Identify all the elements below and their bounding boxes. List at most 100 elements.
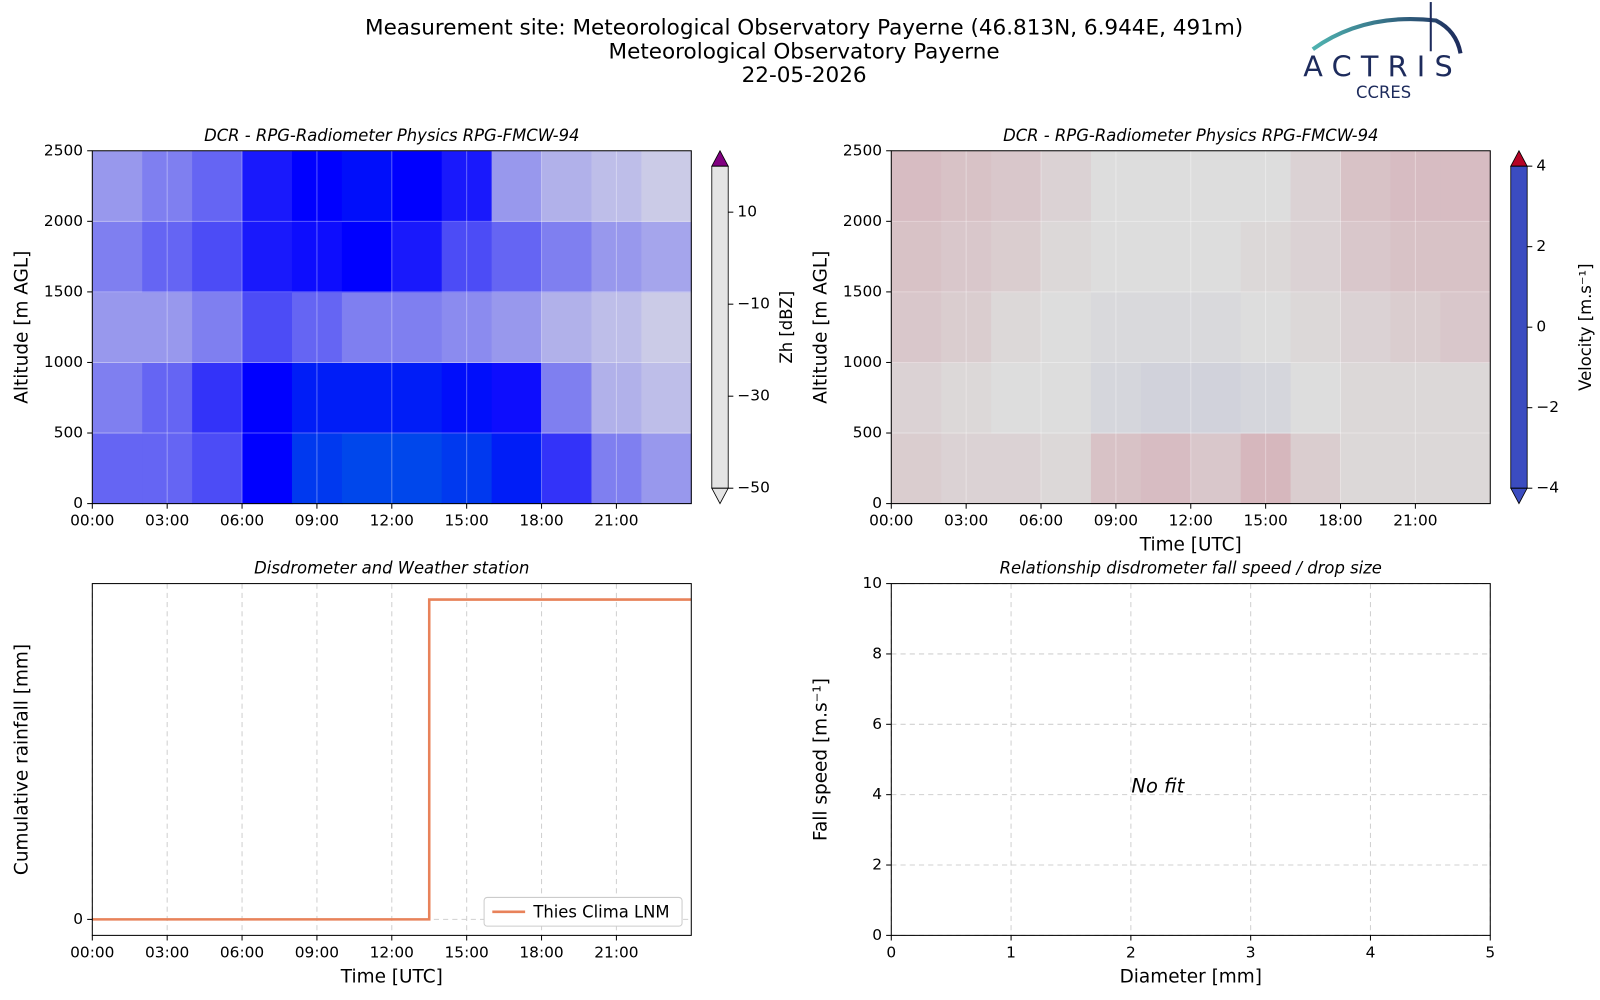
heatmap-cell <box>991 433 1042 505</box>
heatmap-cell <box>1140 362 1192 434</box>
heatmap-cell <box>1440 221 1491 293</box>
heatmap-cell <box>1140 433 1192 505</box>
heatmap-cell <box>1290 433 1342 505</box>
heatmap-cell <box>541 150 592 222</box>
heatmap-cell <box>591 221 642 293</box>
y-tick-label: 2 <box>872 856 882 874</box>
heatmap-cell <box>142 362 193 434</box>
heatmap-cell <box>391 362 443 434</box>
heatmap-cell <box>941 150 992 222</box>
heatmap-cell <box>491 221 543 293</box>
panel: No fit 0 1 2 3 4 5 0 2 4 6 8 10 Relationship disdrome… <box>811 559 1496 988</box>
colorbar-tick-label: −2 <box>1536 398 1559 416</box>
heatmap-cell <box>1041 221 1092 293</box>
heatmap-cell <box>491 362 543 434</box>
heatmap-cell <box>341 362 393 434</box>
heatmap-cell <box>1390 291 1441 363</box>
heatmap-cell <box>92 150 143 222</box>
title-line: 22-05-2026 <box>742 63 867 88</box>
y-tick-label: 0 <box>73 494 83 512</box>
heatmap-cell <box>1290 291 1342 363</box>
x-axis-label: Time [UTC] <box>1139 535 1242 556</box>
x-axis-label: Diameter [mm] <box>1120 966 1262 987</box>
heatmap-cell <box>1041 150 1092 222</box>
x-tick-label: 21:00 <box>594 943 638 961</box>
heatmap-cell <box>541 362 592 434</box>
heatmap-cell <box>341 291 393 363</box>
x-tick-label: 15:00 <box>1243 512 1287 530</box>
heatmap-cell <box>1340 150 1391 222</box>
title-line: Meteorological Observatory Payerne <box>609 39 1000 64</box>
heatmap-cell <box>142 433 193 505</box>
heatmap-cell <box>991 362 1042 434</box>
logo-text: ACTRIS <box>1303 50 1462 84</box>
panel: 00:00 03:00 06:00 09:00 12:00 15:00 18:00 21:00… <box>811 126 1596 556</box>
heatmap-cell <box>1041 433 1092 505</box>
legend-label: Thies Clima LNM <box>532 902 669 921</box>
y-tick-label: 1500 <box>843 282 882 300</box>
colorbar: −50 −30 −10 10 Zh [dBZ] <box>711 149 796 505</box>
heatmap-cell <box>1090 150 1142 222</box>
heatmap-cell <box>991 150 1042 222</box>
legend: Thies Clima LNM <box>483 896 683 927</box>
heatmap-cell <box>1240 150 1292 222</box>
heatmap-cell <box>1090 291 1142 363</box>
x-tick-label: 00:00 <box>869 512 913 530</box>
heatmap-cell <box>941 291 992 363</box>
title-line: Measurement site: Meteorological Observa… <box>365 16 1243 41</box>
x-tick-label: 06:00 <box>1019 512 1063 530</box>
heatmap-cell <box>391 150 443 222</box>
heatmap-cell <box>991 291 1042 363</box>
colorbar-frame <box>711 165 729 489</box>
heatmap-cell <box>1190 221 1242 293</box>
heatmap-cell <box>441 150 493 222</box>
heatmap-cell <box>1090 362 1142 434</box>
heatmap-cell <box>1290 150 1342 222</box>
heatmap-cell <box>1340 362 1391 434</box>
x-tick-label: 03:00 <box>944 512 988 530</box>
y-axis-label: Cumulative rainfall [mm] <box>12 644 33 875</box>
heatmap-cell <box>1340 433 1391 505</box>
heatmap-cell <box>291 150 343 222</box>
panel-title: DCR - RPG-Radiometer Physics RPG-FMCW-94 <box>204 126 579 145</box>
heatmap-cell <box>291 362 343 434</box>
heatmap-cell <box>1041 362 1092 434</box>
heatmap-cell <box>142 291 193 363</box>
heatmap-cell <box>591 291 642 363</box>
heatmap-cell <box>192 150 243 222</box>
heatmap-cell <box>941 221 992 293</box>
heatmap-cell <box>1240 291 1292 363</box>
heatmap-cell <box>941 362 992 434</box>
x-tick-label: 18:00 <box>519 943 563 961</box>
heatmap-cell <box>92 433 143 505</box>
x-tick-label: 2 <box>1126 943 1136 961</box>
heatmap-cell <box>1390 150 1441 222</box>
x-tick-label: 06:00 <box>220 512 264 530</box>
heatmap-cell <box>1240 433 1292 505</box>
panel-title: DCR - RPG-Radiometer Physics RPG-FMCW-94 <box>1003 126 1378 145</box>
heatmap-cell <box>591 362 642 434</box>
heatmap-cell <box>1440 291 1491 363</box>
heatmap-cell <box>1290 221 1342 293</box>
x-tick-label: 4 <box>1366 943 1376 961</box>
heatmap-cell <box>391 291 443 363</box>
y-tick-label: 500 <box>54 424 83 442</box>
heatmap-cell <box>1190 291 1242 363</box>
y-tick-label: 0 <box>872 926 882 944</box>
y-tick-label: 2500 <box>44 141 83 159</box>
legend-box <box>483 896 683 927</box>
x-tick-label: 1 <box>1006 943 1016 961</box>
panel-title: Relationship disdrometer fall speed / dr… <box>1000 559 1382 578</box>
heatmap-cell <box>891 433 942 505</box>
heatmap-cell <box>192 291 243 363</box>
heatmap-cell <box>891 362 942 434</box>
heatmap-cell <box>1390 221 1441 293</box>
heatmap-cell <box>891 291 942 363</box>
heatmap-cell <box>991 221 1042 293</box>
colorbar-tick-label: 2 <box>1536 237 1546 255</box>
heatmap-cell <box>1240 362 1292 434</box>
y-tick-label: 1500 <box>44 282 83 300</box>
x-tick-label: 3 <box>1246 943 1256 961</box>
heatmap-cell <box>441 291 493 363</box>
